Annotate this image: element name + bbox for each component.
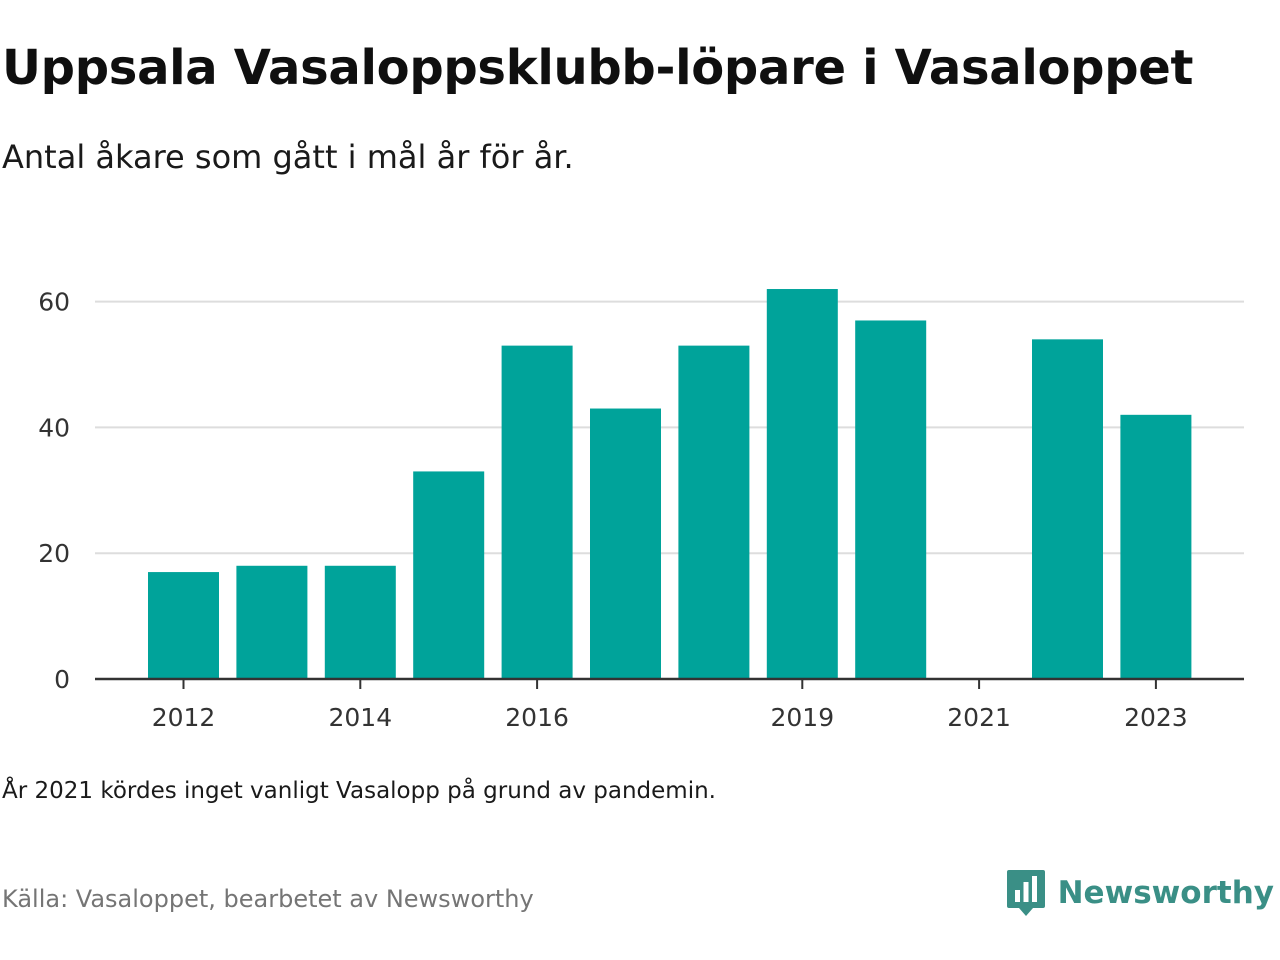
bar-chart: 0 20 40 60 2012 2014 2016 2019 2021 2023 (38, 288, 1244, 732)
bar-2014 (324, 565, 396, 679)
bar-2016 (501, 345, 573, 679)
chart-subtitle: Antal åkare som gått i mål år för år. (2, 138, 574, 176)
x-tick-label: 2012 (152, 703, 216, 732)
y-tick-label: 20 (38, 539, 70, 568)
bar-2020 (855, 320, 927, 679)
bar-2023 (1120, 414, 1192, 679)
y-tick-label: 60 (38, 288, 70, 317)
bars (148, 289, 1192, 679)
x-tick-label: 2014 (328, 703, 392, 732)
brand-name: Newsworthy (1057, 875, 1274, 911)
bar-2015 (413, 471, 485, 679)
bar-2019 (766, 289, 838, 679)
x-tick-label: 2019 (770, 703, 834, 732)
x-tick-label: 2023 (1124, 703, 1188, 732)
brand-logo: Newsworthy (1006, 868, 1274, 918)
bar-2012 (148, 572, 219, 679)
bar-2018 (678, 345, 750, 679)
axes: 0 20 40 60 2012 2014 2016 2019 2021 2023 (38, 288, 1244, 732)
chart-note: År 2021 kördes inget vanligt Vasalopp på… (2, 778, 716, 804)
source-credit: Källa: Vasaloppet, bearbetet av Newswort… (2, 885, 534, 913)
chart-title: Uppsala Vasaloppsklubb-löpare i Vasalopp… (2, 40, 1194, 96)
newsworthy-logo-icon (1006, 870, 1045, 916)
y-tick-label: 0 (54, 665, 70, 694)
x-tick-label: 2021 (947, 703, 1011, 732)
y-tick-label: 40 (38, 413, 70, 442)
x-tick-label: 2016 (505, 703, 569, 732)
bar-2022 (1032, 339, 1103, 679)
bar-2013 (236, 565, 308, 679)
bar-2017 (590, 408, 661, 679)
